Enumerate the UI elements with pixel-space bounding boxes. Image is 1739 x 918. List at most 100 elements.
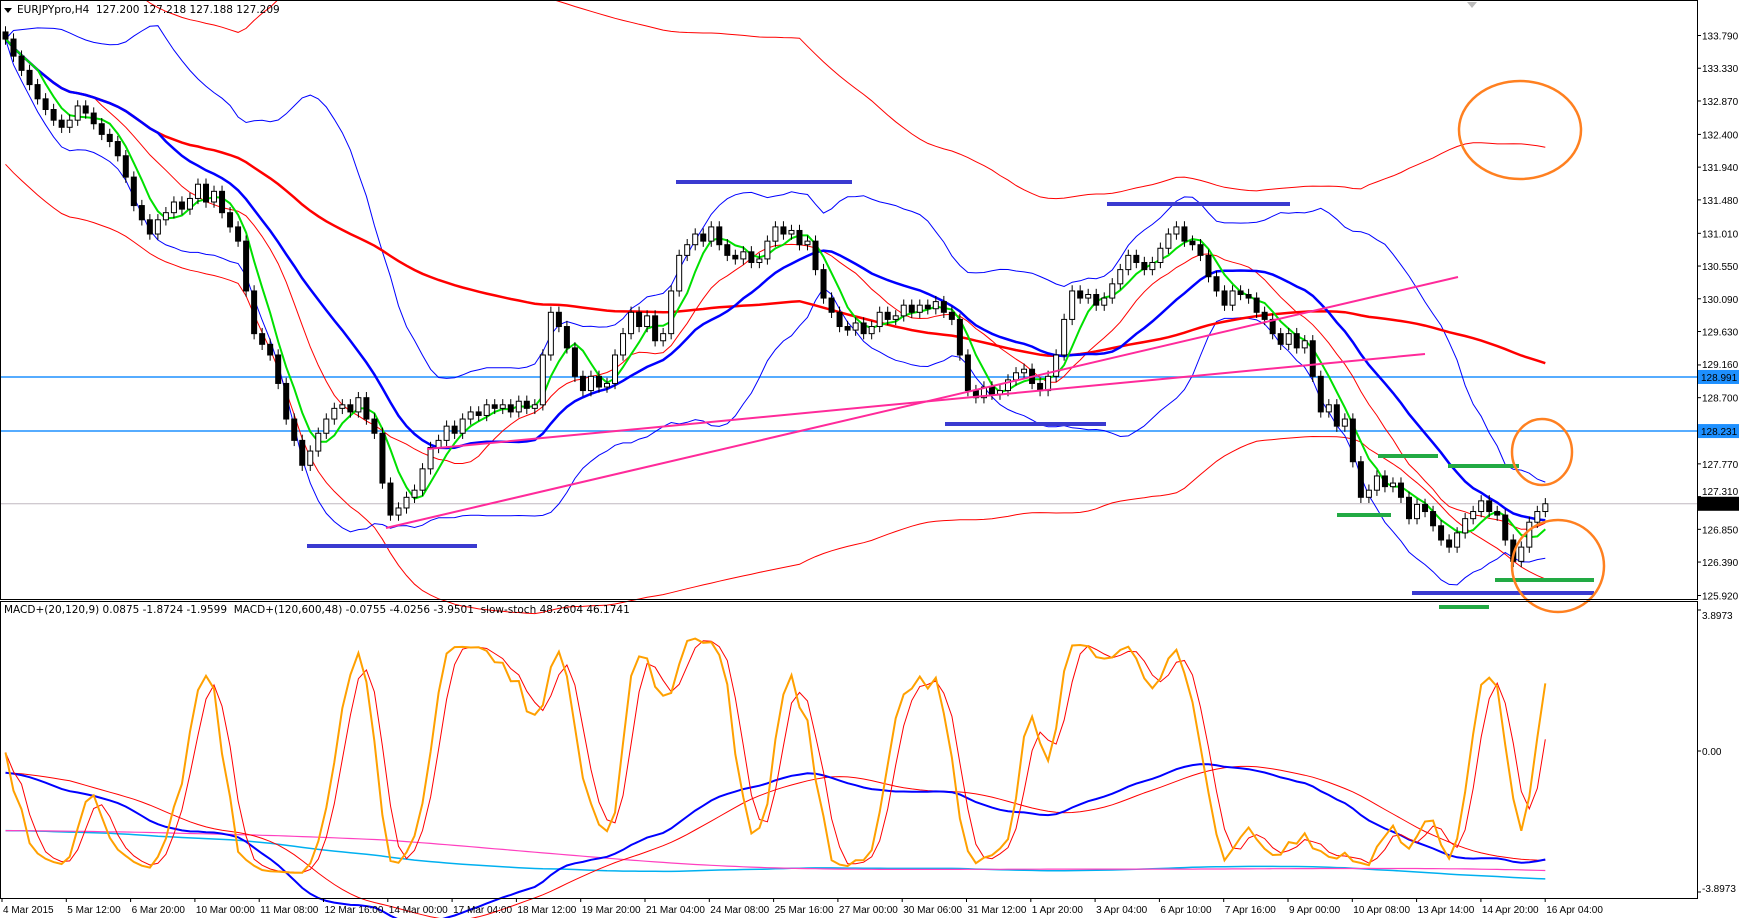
candle[interactable] [58, 114, 65, 133]
candle[interactable] [315, 427, 322, 457]
candle[interactable] [1109, 278, 1116, 304]
candle[interactable] [948, 306, 955, 326]
candle[interactable] [186, 192, 193, 215]
candle[interactable] [98, 118, 105, 141]
candle[interactable] [475, 406, 482, 422]
candle[interactable] [1526, 516, 1533, 553]
candle[interactable] [1333, 399, 1340, 432]
candle[interactable] [194, 178, 201, 205]
candle[interactable] [1349, 413, 1356, 468]
candle[interactable] [844, 320, 851, 336]
candle[interactable] [924, 299, 931, 315]
candle[interactable] [964, 349, 971, 397]
candle[interactable] [1494, 505, 1501, 521]
candle[interactable] [1502, 509, 1509, 546]
candle[interactable] [1373, 470, 1380, 496]
candle[interactable] [692, 228, 699, 251]
candle[interactable] [612, 349, 619, 390]
candle[interactable] [1053, 349, 1060, 383]
candle[interactable] [307, 445, 314, 471]
candle[interactable] [1133, 249, 1140, 269]
candle[interactable] [283, 377, 290, 425]
candle[interactable] [908, 299, 915, 318]
candle[interactable] [1518, 541, 1525, 568]
candle[interactable] [1061, 313, 1068, 361]
candle[interactable] [1325, 399, 1332, 418]
candle[interactable] [555, 306, 562, 333]
candle[interactable] [1197, 239, 1204, 262]
candle[interactable] [443, 420, 450, 447]
candle[interactable] [339, 399, 346, 415]
candle[interactable] [772, 221, 779, 247]
candle[interactable] [138, 199, 145, 226]
candle[interactable] [1005, 374, 1011, 397]
candle[interactable] [483, 399, 490, 422]
candle[interactable] [804, 235, 811, 251]
candle[interactable] [1438, 520, 1445, 546]
candle[interactable] [652, 310, 659, 347]
candle[interactable] [828, 292, 835, 318]
candle[interactable] [66, 114, 73, 133]
candle[interactable] [1422, 498, 1429, 518]
candle[interactable] [427, 441, 434, 475]
candle[interactable] [18, 50, 25, 77]
candle[interactable] [211, 185, 218, 208]
candle[interactable] [1101, 292, 1108, 311]
candle[interactable] [331, 402, 338, 425]
candle[interactable] [1542, 498, 1549, 518]
candle[interactable] [956, 313, 963, 361]
candle[interactable] [1397, 477, 1404, 503]
candle[interactable] [499, 399, 506, 415]
candle[interactable] [780, 221, 787, 240]
candle[interactable] [1365, 484, 1372, 503]
candle[interactable] [1309, 335, 1316, 383]
candle[interactable] [1093, 288, 1100, 311]
candle[interactable] [515, 395, 522, 418]
candle[interactable] [836, 306, 843, 333]
candle[interactable] [563, 320, 570, 354]
candle[interactable] [419, 463, 426, 496]
candle[interactable] [932, 295, 939, 315]
candle[interactable] [1414, 498, 1421, 525]
candle[interactable] [323, 413, 330, 439]
candle[interactable] [571, 342, 578, 383]
candle[interactable] [579, 370, 586, 397]
candle[interactable] [1454, 527, 1461, 553]
candle[interactable] [90, 107, 97, 130]
candle[interactable] [371, 413, 378, 439]
candle[interactable] [379, 427, 386, 489]
candle[interactable] [347, 399, 354, 418]
candle[interactable] [628, 306, 635, 340]
candle[interactable] [868, 320, 875, 340]
candle[interactable] [940, 295, 947, 318]
candle[interactable] [26, 64, 33, 91]
candle[interactable] [1157, 242, 1164, 269]
candle[interactable] [764, 235, 771, 265]
candle[interactable] [644, 310, 651, 333]
candle[interactable] [1389, 477, 1396, 493]
candle[interactable] [467, 406, 474, 425]
candle[interactable] [1357, 456, 1364, 503]
candle[interactable] [716, 221, 723, 251]
candle[interactable] [1141, 256, 1148, 276]
candle[interactable] [170, 196, 177, 219]
candle[interactable] [1205, 249, 1212, 283]
candle[interactable] [523, 395, 530, 415]
candle[interactable] [1117, 263, 1124, 290]
highlight-ellipse[interactable] [1457, 79, 1583, 181]
candle[interactable] [1069, 285, 1076, 326]
candle[interactable] [796, 224, 803, 251]
candle[interactable] [2, 26, 9, 45]
candle[interactable] [1213, 271, 1220, 297]
candle[interactable] [636, 306, 643, 333]
candle[interactable] [74, 100, 81, 126]
candle[interactable] [203, 178, 209, 208]
candle[interactable] [892, 310, 899, 326]
candle[interactable] [34, 78, 41, 105]
candle[interactable] [884, 306, 891, 326]
candle[interactable] [1077, 285, 1084, 304]
candle[interactable] [1013, 367, 1020, 386]
candle[interactable] [491, 399, 498, 415]
candle[interactable] [219, 185, 226, 219]
candle[interactable] [1237, 285, 1244, 301]
